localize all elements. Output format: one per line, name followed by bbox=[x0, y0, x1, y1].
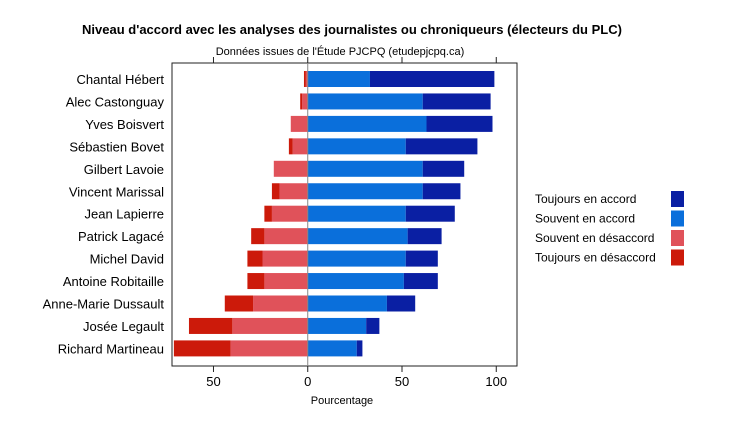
chart-title: Niveau d'accord avec les analyses des jo… bbox=[82, 22, 622, 37]
category-label: Sébastien Bovet bbox=[69, 139, 164, 154]
category-label: Josée Legault bbox=[83, 319, 164, 334]
x-tick-label: 50 bbox=[206, 374, 220, 389]
bar-souvent-en-desaccord-richard-martineau bbox=[230, 340, 308, 357]
bar-souvent-en-accord-josee-legault bbox=[307, 317, 367, 334]
category-label: Alec Castonguay bbox=[66, 94, 165, 109]
category-label: Patrick Lagacé bbox=[78, 229, 164, 244]
bar-toujours-en-desaccord-josee-legault bbox=[188, 317, 233, 334]
bar-toujours-en-accord-anne-marie-dussault bbox=[386, 295, 416, 312]
category-label: Anne-Marie Dussault bbox=[43, 297, 165, 312]
bar-souvent-en-desaccord-patrick-lagace bbox=[264, 228, 308, 245]
bar-toujours-en-desaccord-sebastien-bovet bbox=[288, 138, 293, 155]
bar-souvent-en-accord-michel-david bbox=[307, 250, 406, 267]
bar-souvent-en-desaccord-vincent-marissal bbox=[279, 183, 308, 200]
category-label: Jean Lapierre bbox=[85, 207, 165, 222]
bar-toujours-en-accord-michel-david bbox=[405, 250, 438, 267]
bar-souvent-en-desaccord-antoine-robitaille bbox=[264, 273, 308, 290]
legend-label-toujours-en-accord: Toujours en accord bbox=[535, 192, 636, 206]
bar-souvent-en-accord-alec-castonguay bbox=[307, 93, 423, 110]
category-label: Yves Boisvert bbox=[85, 117, 164, 132]
bar-toujours-en-desaccord-antoine-robitaille bbox=[247, 273, 265, 290]
bar-souvent-en-desaccord-gilbert-lavoie bbox=[273, 160, 308, 177]
bar-souvent-en-desaccord-josee-legault bbox=[232, 317, 308, 334]
x-axis: 50 0 50 100 bbox=[206, 57, 507, 389]
bar-toujours-en-accord-chantal-hebert bbox=[369, 71, 495, 87]
bar-souvent-en-accord-sebastien-bovet bbox=[307, 138, 406, 155]
bar-toujours-en-desaccord-chantal-hebert bbox=[303, 71, 306, 87]
legend-swatch-souvent-en-accord bbox=[671, 210, 684, 227]
bar-souvent-en-accord-richard-martineau bbox=[307, 340, 357, 357]
bar-toujours-en-accord-yves-boisvert bbox=[426, 115, 493, 132]
bar-toujours-en-desaccord-jean-lapierre bbox=[264, 205, 272, 222]
x-tick-label: 100 bbox=[485, 374, 507, 389]
legend-swatch-souvent-en-desaccord bbox=[671, 230, 684, 246]
bar-toujours-en-desaccord-alec-castonguay bbox=[300, 93, 303, 110]
bar-toujours-en-accord-sebastien-bovet bbox=[405, 138, 478, 155]
bar-toujours-en-accord-alec-castonguay bbox=[422, 93, 491, 110]
x-tick-label: 50 bbox=[395, 374, 409, 389]
bar-toujours-en-accord-vincent-marissal bbox=[422, 183, 461, 200]
bar-souvent-en-accord-yves-boisvert bbox=[307, 115, 427, 132]
bar-souvent-en-accord-chantal-hebert bbox=[307, 71, 370, 87]
bar-souvent-en-accord-anne-marie-dussault bbox=[307, 295, 387, 312]
category-label: Chantal Hébert bbox=[77, 72, 165, 87]
legend-label-souvent-en-desaccord: Souvent en désaccord bbox=[535, 231, 654, 245]
bar-souvent-en-desaccord-sebastien-bovet bbox=[292, 138, 308, 155]
bars-group bbox=[173, 63, 495, 366]
bar-souvent-en-desaccord-alec-castonguay bbox=[302, 93, 308, 110]
legend-label-souvent-en-accord: Souvent en accord bbox=[535, 212, 635, 226]
category-labels: Chantal Hébert Alec Castonguay Yves Boisve… bbox=[43, 72, 165, 356]
bar-souvent-en-desaccord-yves-boisvert bbox=[290, 115, 308, 132]
x-axis-label: Pourcentage bbox=[311, 395, 373, 407]
bar-toujours-en-accord-richard-martineau bbox=[356, 340, 363, 357]
bar-souvent-en-accord-jean-lapierre bbox=[307, 205, 406, 222]
category-label: Gilbert Lavoie bbox=[84, 162, 164, 177]
bar-toujours-en-accord-antoine-robitaille bbox=[403, 273, 438, 290]
bar-souvent-en-accord-vincent-marissal bbox=[307, 183, 423, 200]
bar-souvent-en-accord-patrick-lagace bbox=[307, 228, 408, 245]
bar-souvent-en-desaccord-michel-david bbox=[262, 250, 308, 267]
chart-subtitle: Données issues de l'Étude PJCPQ (etudepj… bbox=[216, 45, 465, 58]
bar-souvent-en-accord-gilbert-lavoie bbox=[307, 160, 423, 177]
category-label: Vincent Marissal bbox=[69, 184, 164, 199]
bar-souvent-en-desaccord-anne-marie-dussault bbox=[253, 295, 308, 312]
bar-souvent-en-accord-antoine-robitaille bbox=[307, 273, 404, 290]
bar-toujours-en-desaccord-patrick-lagace bbox=[251, 228, 265, 245]
legend: Toujours en accord Souvent en accord Souve… bbox=[535, 191, 684, 266]
bar-toujours-en-accord-gilbert-lavoie bbox=[422, 160, 465, 177]
category-label: Antoine Robitaille bbox=[63, 274, 164, 289]
category-label: Richard Martineau bbox=[58, 341, 164, 356]
bar-souvent-en-desaccord-jean-lapierre bbox=[271, 205, 308, 222]
bar-toujours-en-desaccord-michel-david bbox=[247, 250, 263, 267]
x-tick-label: 0 bbox=[304, 374, 311, 389]
bar-toujours-en-accord-jean-lapierre bbox=[405, 205, 455, 222]
bar-souvent-en-desaccord-chantal-hebert bbox=[305, 71, 308, 87]
bar-toujours-en-accord-patrick-lagace bbox=[407, 228, 442, 245]
bar-toujours-en-desaccord-anne-marie-dussault bbox=[224, 295, 254, 312]
bar-toujours-en-desaccord-vincent-marissal bbox=[271, 183, 280, 200]
category-label: Michel David bbox=[90, 252, 164, 267]
legend-swatch-toujours-en-desaccord bbox=[671, 249, 684, 266]
legend-swatch-toujours-en-accord bbox=[671, 191, 684, 207]
legend-label-toujours-en-desaccord: Toujours en désaccord bbox=[535, 251, 656, 265]
bar-toujours-en-desaccord-richard-martineau bbox=[173, 340, 231, 357]
plot-frame bbox=[171, 62, 518, 367]
bar-toujours-en-accord-josee-legault bbox=[366, 317, 380, 334]
